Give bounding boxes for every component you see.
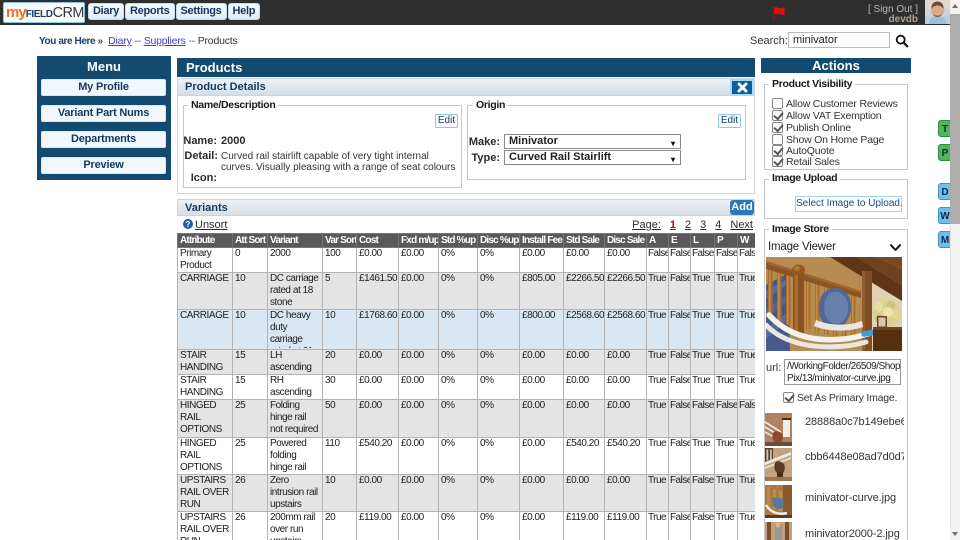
svg-text:?: ?	[186, 220, 191, 229]
